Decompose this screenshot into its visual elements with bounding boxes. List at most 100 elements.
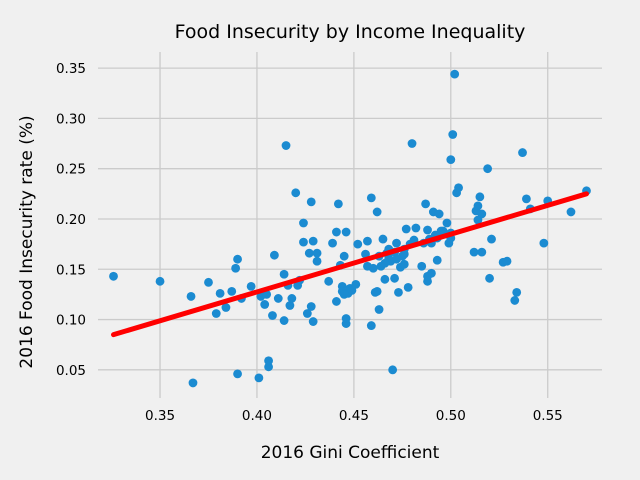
data-point xyxy=(475,192,485,202)
data-point xyxy=(260,300,270,309)
x-tick-label: 0.45 xyxy=(339,408,369,424)
data-point xyxy=(312,248,322,258)
data-point xyxy=(264,362,273,372)
data-point xyxy=(188,378,198,388)
data-point xyxy=(233,254,242,264)
data-point xyxy=(446,155,456,165)
data-point xyxy=(366,193,376,203)
data-points xyxy=(109,69,591,388)
data-point xyxy=(204,277,213,287)
data-point xyxy=(442,218,452,228)
data-point xyxy=(273,294,283,303)
data-point xyxy=(392,238,401,248)
data-point xyxy=(366,321,376,330)
data-point xyxy=(407,139,417,148)
data-point xyxy=(287,294,297,303)
data-point xyxy=(109,271,118,281)
data-point xyxy=(363,236,372,246)
fit-line-layer xyxy=(111,191,589,338)
data-point xyxy=(388,365,398,375)
data-point xyxy=(304,248,314,258)
data-point xyxy=(211,309,221,318)
data-point xyxy=(221,303,231,312)
data-point xyxy=(510,296,520,305)
x-tick-label: 0.35 xyxy=(145,408,175,424)
data-point xyxy=(469,247,479,257)
data-point xyxy=(333,199,343,209)
grid xyxy=(98,52,602,398)
data-point xyxy=(399,259,409,269)
data-point xyxy=(268,311,277,320)
data-point xyxy=(374,305,384,314)
data-point xyxy=(186,292,196,301)
data-point xyxy=(281,141,291,150)
data-point xyxy=(394,287,403,297)
data-point xyxy=(351,279,361,289)
data-point xyxy=(380,258,390,268)
y-tick-label: 0.15 xyxy=(56,262,86,278)
x-tick-label: 0.50 xyxy=(436,408,466,424)
data-point xyxy=(483,164,493,174)
x-tick-label: 0.55 xyxy=(533,408,563,424)
data-point xyxy=(477,209,487,219)
data-point xyxy=(270,250,279,260)
tick-labels: 0.35 0.40 0.45 0.50 0.55 0.05 0.10 0.15 0.20 0.25… xyxy=(56,61,563,424)
data-point xyxy=(341,227,351,237)
data-point xyxy=(401,224,411,234)
y-tick-label: 0.30 xyxy=(56,111,86,127)
data-point xyxy=(306,197,316,207)
data-point xyxy=(473,201,483,211)
data-point xyxy=(372,286,382,296)
data-point xyxy=(308,236,318,246)
data-point xyxy=(390,273,399,283)
data-point xyxy=(324,276,334,286)
data-point xyxy=(448,130,458,139)
y-tick-label: 0.05 xyxy=(56,363,86,379)
data-point xyxy=(512,287,522,297)
data-point xyxy=(522,194,531,204)
data-point xyxy=(423,225,432,235)
data-point xyxy=(231,263,241,273)
data-point xyxy=(403,282,413,292)
data-point xyxy=(279,316,289,325)
y-tick-label: 0.20 xyxy=(56,212,86,228)
data-point xyxy=(299,237,308,247)
data-point xyxy=(434,209,444,219)
data-point xyxy=(285,301,295,310)
data-point xyxy=(233,369,242,379)
data-point xyxy=(339,251,349,261)
data-point xyxy=(279,269,289,279)
data-point xyxy=(485,273,494,283)
fit-line xyxy=(111,191,589,338)
data-point xyxy=(227,286,237,296)
data-point xyxy=(368,263,378,273)
data-point xyxy=(155,276,165,286)
data-point xyxy=(353,239,363,249)
data-point xyxy=(299,218,308,228)
data-point xyxy=(332,227,341,237)
data-point xyxy=(291,188,301,198)
y-tick-label: 0.10 xyxy=(56,313,86,329)
y-tick-label: 0.35 xyxy=(56,61,86,77)
chart-title: Food Insecurity by Income Inequality xyxy=(175,21,526,43)
data-point xyxy=(306,302,316,311)
data-point xyxy=(518,148,527,157)
data-point xyxy=(487,234,496,244)
x-axis-label: 2016 Gini Coefficient xyxy=(261,443,440,463)
data-point xyxy=(417,261,427,271)
data-point xyxy=(215,288,225,298)
data-point xyxy=(332,297,341,306)
y-tick-label: 0.25 xyxy=(56,162,86,178)
data-point xyxy=(454,183,463,193)
data-point xyxy=(539,238,549,248)
data-point xyxy=(372,207,382,217)
y-axis-label: 2016 Food Insecurity rate (%) xyxy=(17,115,37,368)
data-point xyxy=(328,238,337,248)
data-point xyxy=(341,314,351,323)
data-point xyxy=(477,247,487,257)
data-point xyxy=(378,234,388,244)
data-point xyxy=(566,207,576,217)
data-point xyxy=(246,281,256,291)
data-point xyxy=(421,199,430,209)
